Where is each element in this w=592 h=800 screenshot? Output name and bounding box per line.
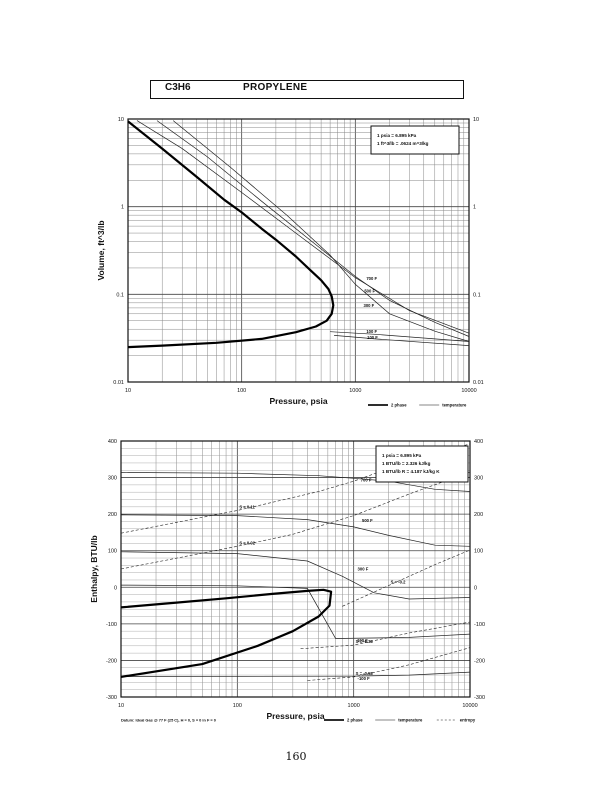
entropy-line (300, 621, 471, 649)
isotherm-line (120, 551, 471, 600)
isotherm-label: 500 F (364, 288, 375, 293)
y-axis-label: Volume, ft^3/lb (96, 220, 106, 280)
conversion-box (370, 125, 460, 155)
x-tick-label: 10 (125, 388, 131, 394)
y-tick-label-right: -300 (474, 695, 485, 701)
conversion-text: 1 psia = 6.895 kPa (377, 133, 417, 138)
isotherm-label: 500 F (362, 518, 373, 523)
page-number: 160 (285, 750, 307, 763)
y-tick-label-right: 0.1 (473, 292, 481, 298)
y-tick-label-left: -200 (106, 658, 117, 664)
x-tick-label: 1000 (348, 703, 360, 709)
y-tick-label-right: 400 (474, 439, 483, 445)
y-tick-label-right: -200 (474, 658, 485, 664)
y-tick-label-left: 0.01 (113, 380, 124, 386)
isotherm-line (172, 120, 470, 342)
two-phase-dome (127, 120, 335, 349)
y-tick-label-right: 10 (473, 117, 479, 123)
isotherm-line (334, 335, 470, 346)
x-tick-label: 10000 (462, 703, 477, 709)
conversion-text: 1 psia = 6.895 kPa (382, 453, 422, 458)
x-tick-label: 100 (237, 388, 246, 394)
isotherm-label: 100 F (367, 335, 378, 340)
x-tick-label: 1000 (349, 388, 361, 394)
y-tick-label-right: 0 (474, 585, 477, 591)
entropy-line (342, 549, 471, 607)
y-tick-label-left: -100 (106, 622, 117, 628)
isotherm-line (120, 671, 471, 677)
entropy-label: S = -0.38 (356, 639, 374, 644)
isotherm-line (136, 120, 470, 334)
isotherm-line (120, 514, 471, 547)
datum-note: Datum: Ideal Gas @ 77 F (25 C), H = 0, S… (121, 718, 216, 723)
isotherm-label: 700 F (366, 276, 377, 281)
conversion-box (375, 445, 469, 483)
x-tick-label: 10000 (461, 388, 476, 394)
isotherm-label: 100 F (357, 638, 368, 643)
y-tick-label-left: -300 (106, 695, 117, 701)
y-tick-label-right: 0.01 (473, 380, 484, 386)
entropy-label: S = -0.58 (356, 671, 374, 676)
y-tick-label-right: 200 (474, 512, 483, 518)
isotherm-line (330, 331, 470, 342)
x-axis-label: Pressure, psia (266, 711, 324, 721)
y-axis-label: Enthalpy, BTU/lb (89, 535, 99, 602)
legend-label: 2 phase (391, 403, 407, 408)
plot-frame (127, 118, 470, 383)
legend-label: temperature (442, 403, 467, 408)
y-tick-label-right: -100 (474, 622, 485, 628)
entropy-line (120, 443, 471, 534)
x-tick-label: 100 (233, 703, 242, 709)
entropy-line (120, 471, 471, 570)
isotherm-label: -100 F (358, 676, 371, 681)
y-tick-label-left: 0 (114, 585, 117, 591)
conversion-text: 1 BTU/lb = 2.326 kJ/kg (382, 461, 431, 466)
y-tick-label-left: 100 (108, 549, 117, 555)
legend-label: 2 phase (347, 718, 363, 723)
y-tick-label-right: 100 (474, 549, 483, 555)
entropy-label: S = 0.02 (239, 540, 255, 545)
two-phase-dome (120, 588, 333, 678)
y-tick-label-left: 300 (108, 476, 117, 482)
y-tick-label-left: 200 (108, 512, 117, 518)
chemical-formula: C3H6 (165, 82, 191, 93)
y-tick-label-right: 1 (473, 205, 476, 211)
y-tick-label-left: 1 (121, 205, 124, 211)
conversion-text: 1 BTU/lb R = 4.187 kJ/kg K (382, 469, 440, 474)
y-tick-label-left: 0.1 (116, 292, 124, 298)
entropy-label: S = -0.2 (391, 579, 406, 584)
x-tick-label: 10 (118, 703, 124, 709)
enthalpy-chart: 10 100 1000 10000 -300 -300 -200 -200 -100 -100 0 0… (89, 439, 485, 723)
y-tick-label-left: 400 (108, 439, 117, 445)
legend-label: entropy (460, 718, 476, 723)
isotherm-label: 700 F (361, 478, 372, 483)
y-tick-label-left: 10 (118, 117, 124, 123)
isotherm-label: 300 F (358, 566, 369, 571)
y-tick-label-right: 300 (474, 476, 483, 482)
isotherm-line (120, 472, 471, 492)
legend-label: temperature (398, 718, 423, 723)
volume-chart: 10 100 1000 10000 0.01 0.01 0.1 0.1 1 1 10 10 Pressu… (96, 117, 484, 408)
conversion-text: 1 ft^3/lb = .0624 m^3/kg (377, 141, 429, 146)
isotherm-line (156, 120, 470, 337)
isotherm-label: 100 F (366, 329, 377, 334)
x-axis-label: Pressure, psia (269, 396, 327, 406)
chart-title-box: C3H6 PROPYLENE (150, 80, 464, 99)
compound-name: PROPYLENE (243, 82, 308, 93)
isotherm-label: 300 F (364, 303, 375, 308)
entropy-label: S = 0.11 (239, 504, 255, 509)
